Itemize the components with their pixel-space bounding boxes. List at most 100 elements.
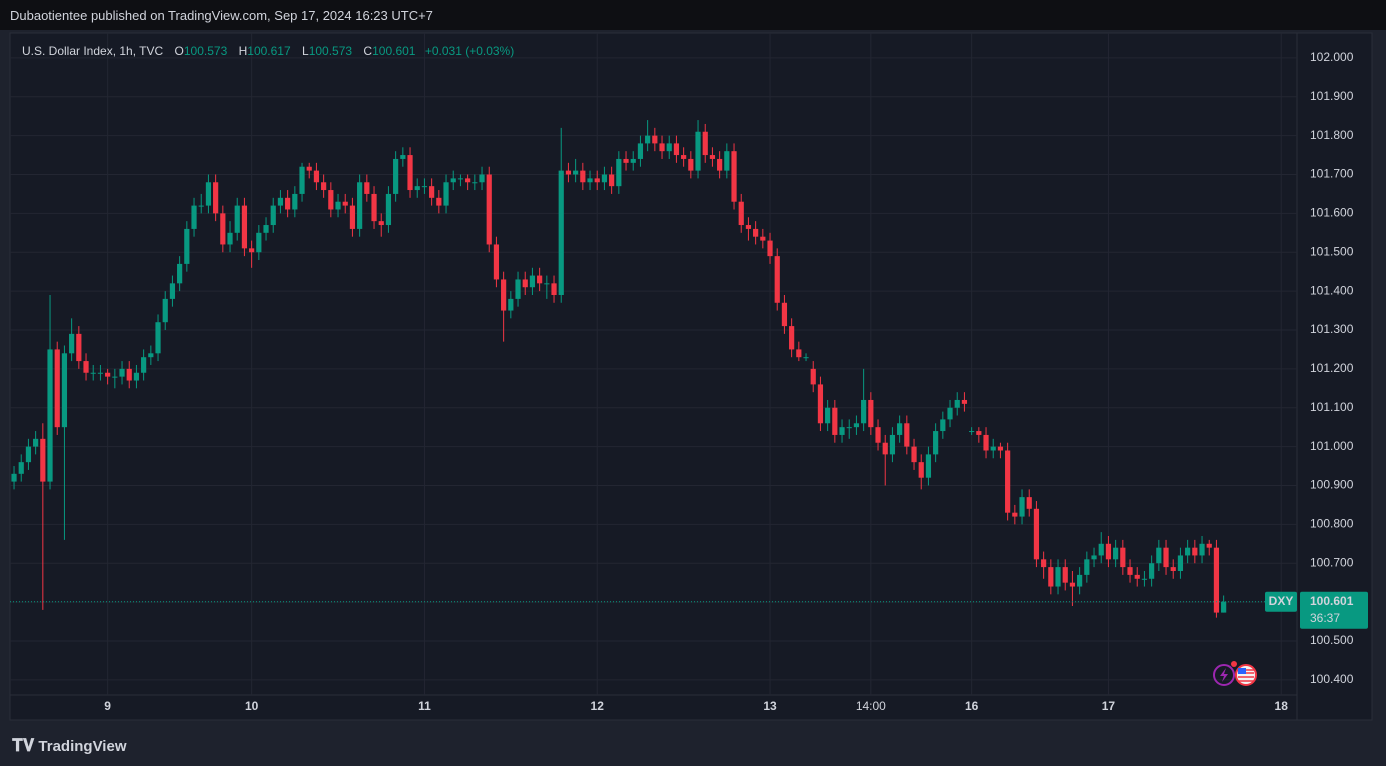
candle-body xyxy=(1062,567,1068,583)
candle-body xyxy=(904,423,910,447)
candle-body xyxy=(1055,567,1061,587)
candle-body xyxy=(191,205,197,229)
candle-body xyxy=(601,174,608,183)
candle-body xyxy=(774,256,780,303)
y-tick-label: 100.700 xyxy=(1310,555,1354,569)
candle-body xyxy=(213,182,219,214)
candle-body xyxy=(573,170,579,175)
candle-body xyxy=(961,399,968,404)
candle-body xyxy=(1185,547,1191,556)
candle-body xyxy=(810,368,816,385)
candle-body xyxy=(407,155,413,191)
candle-body xyxy=(645,135,651,144)
candle-body xyxy=(997,446,1004,451)
candle-body xyxy=(306,166,312,171)
candle-body xyxy=(177,263,183,284)
legend: U.S. Dollar Index, 1h, TVC O100.573 H100… xyxy=(22,44,514,58)
candle-body xyxy=(328,190,334,210)
candle-body xyxy=(69,333,75,354)
candle-body xyxy=(25,446,32,463)
candle-body xyxy=(688,158,694,171)
candle-body xyxy=(54,349,60,428)
candle-body xyxy=(925,454,932,478)
candle-body xyxy=(1213,547,1220,613)
candle-body xyxy=(141,357,147,373)
candle-body xyxy=(493,244,500,280)
candle-body xyxy=(1170,567,1176,571)
candle-body xyxy=(119,368,125,377)
event-icon-bolt xyxy=(1220,668,1228,682)
symbol-label: DXY xyxy=(1269,594,1294,608)
candle-body xyxy=(241,205,248,249)
candle-body xyxy=(364,182,370,194)
candle-body xyxy=(753,228,759,237)
plot-background xyxy=(9,32,1373,721)
candle-body xyxy=(436,197,442,206)
open-value: 100.573 xyxy=(183,44,228,58)
candle-body xyxy=(198,205,204,207)
candle-body xyxy=(349,205,356,229)
candle-body xyxy=(155,322,161,354)
candle-body xyxy=(882,442,888,455)
flag-canton xyxy=(1238,668,1246,674)
candle-body xyxy=(112,376,118,378)
candle-body xyxy=(133,372,140,381)
candle-body xyxy=(738,201,744,226)
event-icon[interactable] xyxy=(1213,664,1235,686)
candle-body xyxy=(565,170,572,175)
candle-body xyxy=(277,197,284,206)
candle-body xyxy=(1134,574,1140,579)
x-tick-label: 16 xyxy=(965,699,979,713)
candle-body xyxy=(421,186,428,188)
candle-body xyxy=(832,407,838,435)
candle-body xyxy=(897,423,903,435)
candle-body xyxy=(731,151,737,202)
logo-mark: 𝐓𝐕 xyxy=(12,736,35,755)
candle-body xyxy=(1221,601,1227,613)
candle-body xyxy=(90,372,96,374)
candle-body xyxy=(1012,512,1018,517)
candle-body xyxy=(1163,547,1169,568)
candle-body xyxy=(1091,555,1097,560)
price-badge xyxy=(1300,591,1368,629)
candle-body xyxy=(357,182,363,229)
candle-body xyxy=(659,143,665,152)
candle-body xyxy=(40,438,46,482)
candle-body xyxy=(875,427,881,443)
event-dot xyxy=(1231,661,1237,667)
candle-body xyxy=(529,275,536,288)
candle-body xyxy=(990,446,996,451)
candle-body xyxy=(933,431,939,455)
y-tick-label: 102.000 xyxy=(1310,50,1354,64)
high-value: 100.617 xyxy=(247,44,291,58)
candle-body xyxy=(169,283,176,299)
flag-stripes xyxy=(1238,669,1254,682)
y-tick-label: 101.500 xyxy=(1310,244,1354,258)
candle-body xyxy=(637,143,644,159)
candle-body xyxy=(1192,547,1198,556)
candle-body xyxy=(105,372,111,377)
candle-body xyxy=(1113,547,1119,560)
candle-body xyxy=(285,197,291,210)
candle-body xyxy=(342,201,348,206)
low-label: L xyxy=(302,44,309,58)
candle-body xyxy=(558,170,564,296)
candle-body xyxy=(227,232,233,245)
countdown-label: 36:37 xyxy=(1310,611,1340,625)
candle-body xyxy=(889,434,896,455)
candle-body xyxy=(321,182,327,191)
candle-body xyxy=(47,349,53,482)
brand-logo[interactable]: 𝐓𝐕 TradingView xyxy=(12,736,127,756)
publish-info: Dubaotientee published on TradingView.co… xyxy=(10,8,433,23)
candle-body xyxy=(911,446,917,463)
y-tick-label: 101.100 xyxy=(1310,400,1354,414)
candle-body xyxy=(954,399,960,408)
candle-body xyxy=(681,155,687,159)
candle-body xyxy=(969,431,975,433)
price-label: 100.601 xyxy=(1310,594,1354,608)
candle-body xyxy=(1041,559,1047,568)
x-tick-label: 12 xyxy=(591,699,605,713)
open-label: O xyxy=(174,44,184,58)
